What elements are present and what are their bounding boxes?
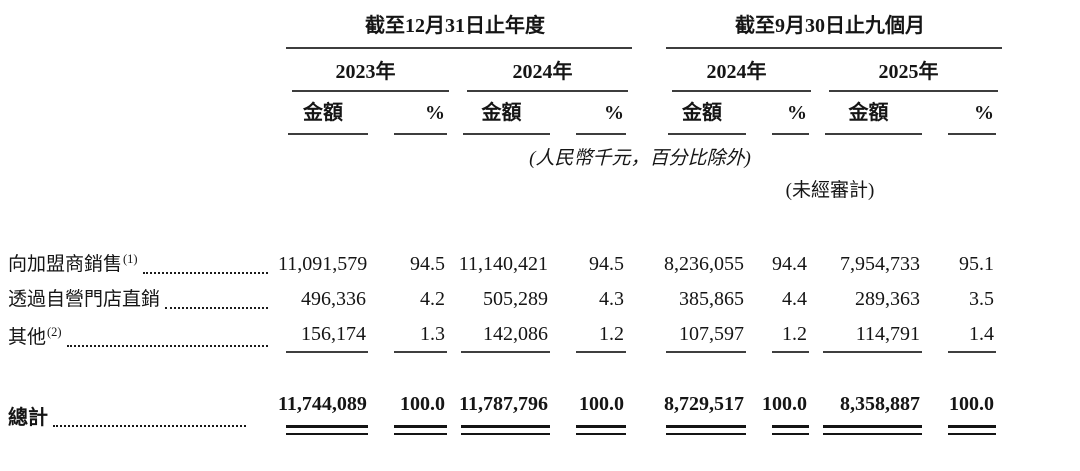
percent-cell: 4.3: [599, 288, 624, 310]
row-label: 透過自營門店直銷: [0, 282, 278, 317]
percent-column-header: %: [550, 100, 632, 135]
amount-column-header: 金額: [658, 100, 746, 135]
table-row-direct-store-sales: 透過自營門店直銷 496,336 4.2 505,289 4.3 385,865…: [0, 282, 1002, 317]
year-header-2024: 2024年: [453, 59, 632, 92]
row-label: 向加盟商銷售 (1): [0, 247, 278, 282]
label-column-spacer: [0, 177, 278, 205]
amount-cell: 505,289: [483, 288, 548, 310]
total-percent-cell: 100.0: [550, 387, 632, 435]
total-amount-cell: 11,787,796: [453, 387, 550, 435]
total-amount-cell: 8,358,887: [815, 387, 922, 435]
group-gap: [632, 49, 658, 92]
period-group-header-annual: 截至12月31日止年度: [278, 12, 632, 49]
label-column-spacer: [0, 100, 278, 135]
amount-cell: 156,174: [278, 317, 368, 355]
percent-column-header: %: [368, 100, 453, 135]
revenue-breakdown-table: 截至12月31日止年度 截至9月30日止九個月 2023年 2024年 2024…: [0, 12, 1002, 435]
group-gap: [632, 317, 658, 355]
total-label-text: 總計: [8, 407, 48, 429]
period-group-header-row: 截至12月31日止年度 截至9月30日止九個月: [0, 12, 1002, 49]
dot-leader: [142, 272, 268, 274]
row-label-text: 向加盟商銷售: [8, 254, 123, 275]
units-note-row: (人民幣千元，百分比除外): [0, 135, 1002, 173]
total-amount-cell: 8,729,517: [658, 387, 746, 435]
column-header-row: 金額 % 金額 % 金額 % 金額 %: [0, 100, 1002, 135]
period-group-header-nine-months: 截至9月30日止九個月: [658, 12, 1002, 49]
row-label-text: 其他: [8, 327, 47, 348]
percent-cell: 3.5: [969, 288, 994, 310]
dot-leader: [66, 345, 268, 347]
table-row-total: 總計 11,744,089 100.0 11,787,796 100.0 8,7…: [0, 387, 1002, 435]
row-label: 其他 (2): [0, 317, 278, 355]
percent-cell: 94.5: [589, 253, 624, 275]
label-column-spacer: [0, 49, 278, 92]
group-gap: [632, 100, 658, 135]
percent-cell: 1.4: [922, 317, 1002, 355]
amount-cell: 11,140,421: [458, 253, 548, 275]
amount-cell: 114,791: [815, 317, 922, 355]
table-row-franchisee-sales: 向加盟商銷售 (1) 11,091,579 94.5 11,140,421 94.…: [0, 247, 1002, 282]
amount-cell: 289,363: [855, 288, 920, 310]
amount-cell: 11,091,579: [278, 253, 368, 275]
row-label-text: 透過自營門店直銷: [8, 289, 161, 310]
amount-cell: 385,865: [679, 288, 744, 310]
group-gap: [632, 247, 658, 282]
percent-cell: 94.4: [772, 253, 807, 275]
table-row-others: 其他 (2) 156,174 1.3 142,086 1.2 107,597 1.…: [0, 317, 1002, 355]
group-gap: [632, 177, 658, 205]
amount-column-header: 金額: [815, 100, 922, 135]
units-note: (人民幣千元，百分比除外): [529, 148, 751, 169]
percent-cell: 1.2: [550, 317, 632, 355]
spacer: [278, 177, 632, 205]
percent-column-header: %: [746, 100, 815, 135]
group-gap: [632, 387, 658, 435]
year-header-2023: 2023年: [278, 59, 453, 92]
amount-column-header: 金額: [453, 100, 550, 135]
percent-cell: 4.4: [782, 288, 807, 310]
group-gap: [632, 12, 658, 49]
percent-cell: 1.2: [746, 317, 815, 355]
total-percent-cell: 100.0: [746, 387, 815, 435]
amount-cell: 142,086: [453, 317, 550, 355]
unaudited-note: (未經審計): [785, 180, 875, 201]
year-header-2024-nine-months: 2024年: [658, 59, 815, 92]
year-header-2025: 2025年: [815, 59, 1002, 92]
total-percent-cell: 100.0: [368, 387, 453, 435]
group-gap: [632, 282, 658, 317]
label-column-spacer: [0, 12, 278, 49]
label-column-spacer: [0, 135, 278, 173]
total-label: 總計: [0, 387, 278, 435]
footnote-marker: (2): [47, 325, 62, 339]
year-header-row: 2023年 2024年 2024年 2025年: [0, 49, 1002, 92]
amount-cell: 107,597: [658, 317, 746, 355]
dot-leader: [165, 307, 268, 309]
amount-column-header: 金額: [278, 100, 368, 135]
percent-cell: 4.2: [420, 288, 445, 310]
dot-leader: [53, 425, 246, 427]
percent-cell: 95.1: [959, 253, 994, 275]
amount-cell: 7,954,733: [840, 253, 920, 275]
unaudited-note-row: (未經審計): [0, 177, 1002, 205]
percent-cell: 1.3: [368, 317, 453, 355]
table-body: 向加盟商銷售 (1) 11,091,579 94.5 11,140,421 94.…: [0, 247, 1002, 355]
footnote-marker: (1): [123, 252, 138, 266]
percent-cell: 94.5: [410, 253, 445, 275]
total-percent-cell: 100.0: [922, 387, 1002, 435]
total-amount-cell: 11,744,089: [278, 387, 368, 435]
amount-cell: 496,336: [301, 288, 366, 310]
percent-column-header: %: [922, 100, 1002, 135]
amount-cell: 8,236,055: [664, 253, 744, 275]
